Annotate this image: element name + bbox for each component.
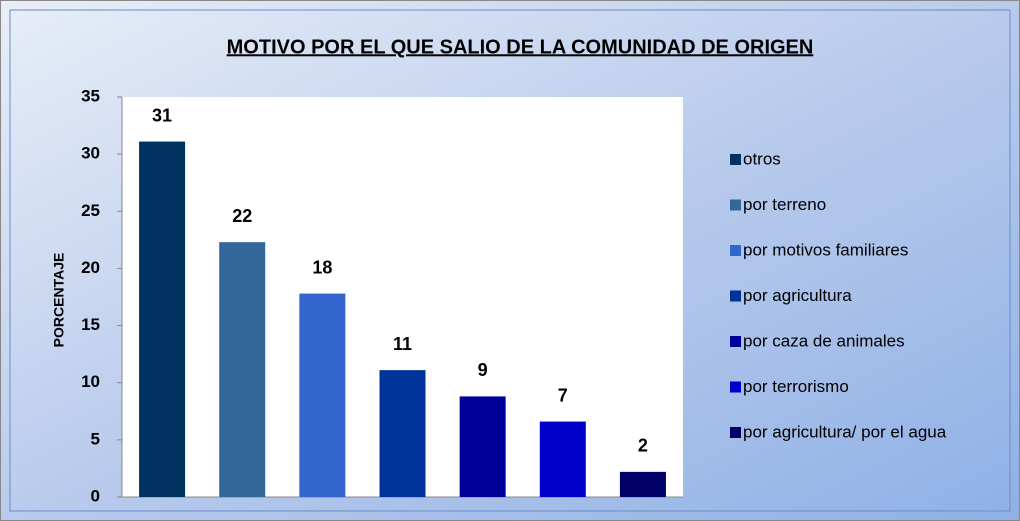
y-tick-label: 30 <box>81 144 100 163</box>
legend-label: por agricultura <box>743 286 852 305</box>
bar <box>539 421 586 497</box>
legend-swatch <box>730 199 741 211</box>
y-tick-label: 25 <box>81 201 100 220</box>
legend-swatch <box>730 381 741 393</box>
y-tick-label: 15 <box>81 315 100 334</box>
bar <box>459 396 506 497</box>
y-tick-label: 35 <box>81 86 100 105</box>
data-label: 18 <box>312 257 332 277</box>
bar <box>299 293 346 497</box>
legend-label: por agricultura/ por el agua <box>743 422 947 441</box>
legend-swatch <box>730 290 741 302</box>
bar <box>219 242 266 497</box>
y-tick-label: 20 <box>81 258 100 277</box>
data-label: 2 <box>638 436 648 456</box>
data-label: 9 <box>478 360 488 380</box>
data-label: 31 <box>152 105 172 125</box>
legend-swatch <box>730 336 741 347</box>
legend-label: por motivos familiares <box>743 240 908 259</box>
legend-swatch <box>730 427 741 438</box>
chart-frame <box>9 9 1011 512</box>
data-label: 22 <box>232 206 252 226</box>
y-tick-label: 0 <box>91 486 100 505</box>
bar <box>139 141 186 498</box>
y-tick-label: 5 <box>91 429 100 448</box>
bar <box>619 471 666 497</box>
legend-label: por terreno <box>743 195 826 214</box>
data-label: 11 <box>393 334 412 354</box>
y-axis-label: PORCENTAJE <box>51 253 67 348</box>
chart-title: MOTIVO POR EL QUE SALIO DE LA COMUNIDAD … <box>227 36 814 58</box>
y-tick-label: 10 <box>81 372 100 391</box>
legend-swatch <box>730 154 741 165</box>
legend-label: otros <box>743 149 781 168</box>
bar <box>379 370 426 497</box>
legend-label: por caza de animales <box>743 331 905 350</box>
legend-swatch <box>730 245 741 256</box>
legend-label: por terrorismo <box>743 377 849 396</box>
data-label: 7 <box>558 385 568 405</box>
